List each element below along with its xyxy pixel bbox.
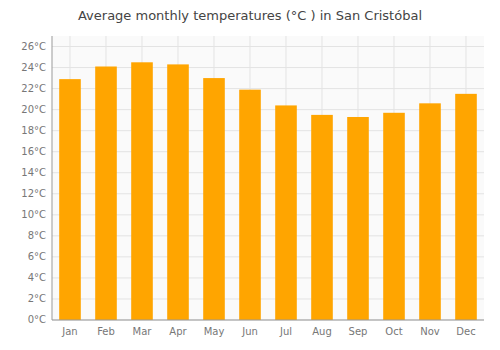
x-tick-label: May [204, 326, 225, 337]
x-tick-label: Aug [312, 326, 332, 337]
y-tick-label: 22°C [21, 83, 46, 94]
y-tick-label: 12°C [21, 188, 46, 199]
bar [455, 94, 477, 320]
y-tick-label: 26°C [21, 41, 46, 52]
x-tick-label: Nov [420, 326, 440, 337]
bars [59, 62, 477, 320]
bar [59, 79, 81, 320]
bar [167, 64, 189, 320]
y-tick-label: 16°C [21, 146, 46, 157]
y-tick-label: 2°C [28, 293, 46, 304]
bar [239, 90, 261, 320]
x-tick-label: Jun [241, 326, 258, 337]
y-tick-label: 6°C [28, 251, 46, 262]
y-grid-line [52, 320, 484, 321]
y-tick-label: 18°C [21, 125, 46, 136]
bar [203, 78, 225, 320]
bar [131, 62, 153, 320]
axes: 0°C 2°C 4°C 6°C 8°C 10°C 12°C 14°C 16°C 18°C 20°C 2… [21, 36, 484, 337]
bar [383, 113, 405, 320]
x-tick-label: Jan [61, 326, 77, 337]
x-tick-label: Apr [169, 326, 187, 337]
x-axis-line [52, 320, 484, 321]
y-tick-label: 24°C [21, 62, 46, 73]
y-grid-line [52, 46, 484, 47]
grid [52, 36, 484, 320]
x-tick-label: Oct [385, 326, 402, 337]
x-tick-label: Sep [349, 326, 368, 337]
y-tick-label: 4°C [28, 272, 46, 283]
bar [419, 103, 441, 320]
x-tick-label: Dec [456, 326, 475, 337]
y-tick-label: 20°C [21, 104, 46, 115]
bar [311, 115, 333, 320]
y-grid-line [52, 88, 484, 89]
x-tick-label: Mar [133, 326, 153, 337]
bar [95, 67, 117, 320]
chart-title: Average monthly temperatures (°C ) in Sa… [78, 8, 422, 23]
plot-background [52, 36, 484, 320]
y-tick-label: 14°C [21, 167, 46, 178]
x-tick-label: Feb [97, 326, 115, 337]
y-axis-line [52, 36, 53, 320]
chart-svg: 0°C 2°C 4°C 6°C 8°C 10°C 12°C 14°C 16°C 18°C 20°C 2… [0, 0, 500, 350]
bar [275, 105, 297, 320]
bar [347, 117, 369, 320]
y-tick-label: 8°C [28, 230, 46, 241]
y-tick-label: 10°C [21, 209, 46, 220]
x-tick-label: Jul [279, 326, 292, 337]
chart-container: 0°C 2°C 4°C 6°C 8°C 10°C 12°C 14°C 16°C 18°C 20°C 2… [0, 0, 500, 350]
y-tick-label: 0°C [28, 314, 46, 325]
y-grid-line [52, 67, 484, 68]
